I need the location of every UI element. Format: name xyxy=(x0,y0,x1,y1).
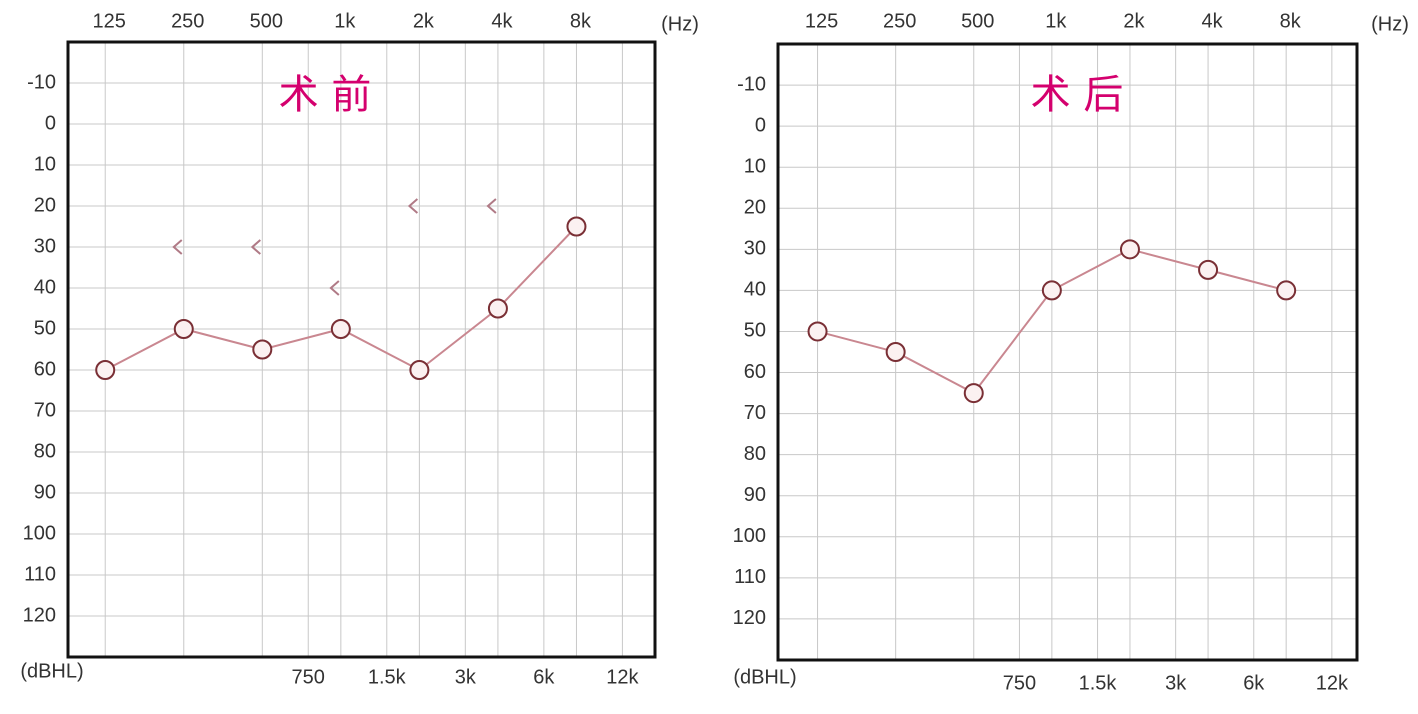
x-tick-label: 250 xyxy=(883,10,916,32)
y-tick-label: 10 xyxy=(34,153,56,175)
x-tick-label: 2k xyxy=(413,10,435,32)
bone-conduction-marker xyxy=(250,239,261,255)
air-conduction-marker xyxy=(885,342,906,362)
air-conduction-marker xyxy=(1198,259,1219,280)
y-tick-label: 120 xyxy=(23,604,56,626)
y-axis-label: (dBHL) xyxy=(733,666,796,688)
y-tick-label: 40 xyxy=(744,279,766,301)
y-tick-label: 120 xyxy=(733,607,766,629)
y-axis-label: (dBHL) xyxy=(20,660,83,682)
y-tick-label: -10 xyxy=(27,71,56,93)
x-tick-label: 8k xyxy=(570,10,592,32)
x-tick-label: 12k xyxy=(606,666,639,688)
air-conduction-marker xyxy=(1276,280,1297,301)
x-tick-label: 250 xyxy=(171,10,204,32)
x-tick-label: 2k xyxy=(1123,10,1145,32)
chart: -10 0 10 20 30 40 50 60 70 80 90 100 110 120 125 250 500… xyxy=(20,10,699,688)
chart: -10 0 10 20 30 40 50 60 70 80 90 100 110 120 125 250 500… xyxy=(733,10,1409,694)
air-conduction-marker xyxy=(1119,239,1140,260)
x-tick-label: 4k xyxy=(491,10,513,32)
y-tick-label: -10 xyxy=(737,73,766,95)
y-tick-label: 50 xyxy=(744,320,766,342)
bone-conduction-marker xyxy=(407,198,419,214)
bone-conduction-marker xyxy=(172,239,183,255)
chart-title: 术 后 xyxy=(1031,72,1124,118)
x-tick-label: 6k xyxy=(533,666,555,688)
y-tick-label: 110 xyxy=(734,566,766,588)
y-tick-label: 0 xyxy=(755,114,766,136)
air-conduction-marker xyxy=(173,319,194,339)
y-tick-label: 90 xyxy=(34,481,56,503)
x-tick-label: 500 xyxy=(250,10,283,32)
y-tick-label: 20 xyxy=(34,194,56,216)
y-tick-label: 30 xyxy=(744,238,766,260)
chart-title: 术 前 xyxy=(279,72,372,118)
x-tick-label: 12k xyxy=(1316,672,1349,694)
x-tick-label: 1k xyxy=(334,10,356,32)
air-conduction-marker xyxy=(409,360,430,380)
x-tick-label: 1.5k xyxy=(1079,672,1118,694)
x-tick-label: 125 xyxy=(93,10,126,32)
y-tick-label: 60 xyxy=(744,361,766,383)
y-tick-label: 50 xyxy=(34,317,56,339)
x-tick-label: 500 xyxy=(961,10,994,32)
plot-frame xyxy=(66,40,657,659)
air-conduction-marker xyxy=(252,339,273,360)
x-tick-label: 4k xyxy=(1202,10,1224,32)
y-tick-label: 90 xyxy=(744,484,766,506)
bone-conduction-marker xyxy=(329,280,340,296)
air-conduction-marker xyxy=(487,298,508,319)
y-tick-label: 10 xyxy=(744,155,766,177)
y-tick-label: 30 xyxy=(34,235,56,257)
x-axis-label: (Hz) xyxy=(661,13,699,35)
x-tick-label: 750 xyxy=(292,666,325,688)
y-tick-label: 80 xyxy=(744,443,766,465)
x-tick-label: 1.5k xyxy=(368,666,407,688)
y-tick-label: 70 xyxy=(34,399,56,421)
y-tick-label: 70 xyxy=(744,402,766,424)
y-tick-label: 60 xyxy=(34,358,56,380)
x-tick-label: 3k xyxy=(455,666,477,688)
air-conduction-marker xyxy=(963,383,984,404)
x-tick-label: 1k xyxy=(1045,10,1067,32)
x-tick-label: 750 xyxy=(1003,672,1036,694)
y-tick-label: 80 xyxy=(34,440,56,462)
air-conduction-marker xyxy=(807,321,828,342)
x-tick-label: 3k xyxy=(1165,672,1187,694)
y-tick-label: 100 xyxy=(23,522,56,544)
y-tick-label: 0 xyxy=(45,112,56,134)
y-tick-label: 40 xyxy=(34,276,56,298)
air-conduction-marker xyxy=(1041,280,1062,301)
y-tick-label: 20 xyxy=(744,197,766,219)
y-tick-label: 100 xyxy=(733,525,766,547)
plot-frame xyxy=(776,42,1359,662)
x-axis-label: (Hz) xyxy=(1371,13,1409,35)
x-tick-label: 6k xyxy=(1243,672,1265,694)
air-conduction-marker xyxy=(330,319,351,339)
y-tick-label: 110 xyxy=(24,563,56,585)
bone-conduction-marker xyxy=(486,198,497,214)
air-conduction-marker xyxy=(566,216,587,237)
x-tick-label: 8k xyxy=(1280,10,1302,32)
x-tick-label: 125 xyxy=(805,10,838,32)
air-conduction-marker xyxy=(95,360,116,380)
